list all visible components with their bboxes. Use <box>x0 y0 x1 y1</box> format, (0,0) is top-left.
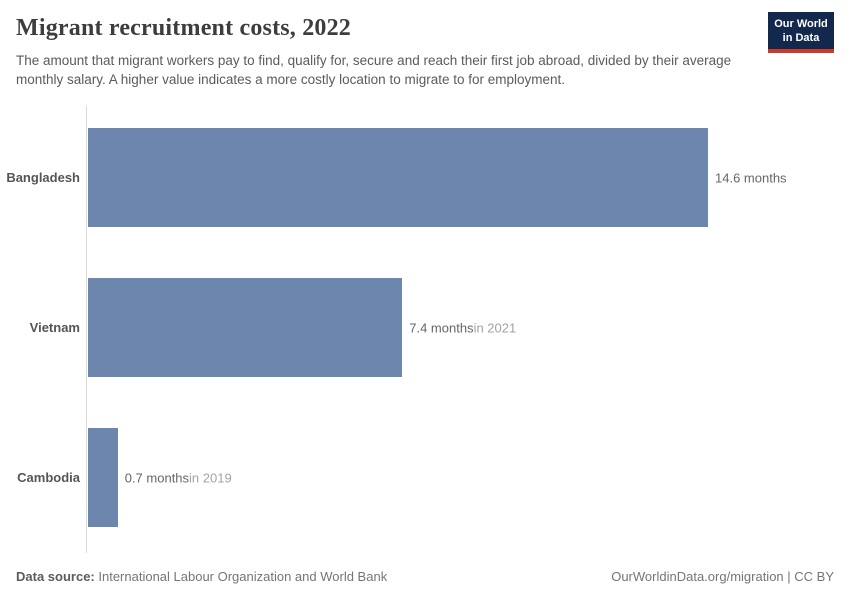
owid-logo[interactable]: Our World in Data <box>768 12 834 53</box>
chart-subtitle: The amount that migrant workers pay to f… <box>16 52 732 87</box>
y-axis-line <box>86 106 87 553</box>
year-note: in 2019 <box>189 470 232 485</box>
data-source-label: Data source: <box>16 569 95 584</box>
data-source-text: International Labour Organization and Wo… <box>94 569 388 584</box>
entity-label: Vietnam <box>29 319 80 335</box>
value-label: 14.6 months <box>715 170 787 185</box>
value-text: 14.6 months <box>715 170 787 185</box>
value-label: 7.4 monthsin 2021 <box>409 320 516 335</box>
owid-logo-stripe <box>768 49 834 53</box>
bar-cambodia[interactable] <box>88 428 118 527</box>
bar-vietnam[interactable] <box>88 278 403 377</box>
value-label: 0.7 monthsin 2019 <box>125 470 232 485</box>
chart-row: Vietnam 7.4 monthsin 2021 <box>0 278 850 377</box>
owid-logo-line2: in Data <box>782 32 820 44</box>
owid-logo-text: Our World in Data <box>768 12 834 49</box>
bar-bangladesh[interactable] <box>88 128 708 227</box>
entity-label: Cambodia <box>17 469 80 485</box>
data-source: Data source: International Labour Organi… <box>16 569 387 584</box>
footer: Data source: International Labour Organi… <box>16 569 834 584</box>
value-text: 7.4 months <box>409 320 474 335</box>
header: Migrant recruitment costs, 2022 The amou… <box>16 12 834 89</box>
chart-row: Cambodia 0.7 monthsin 2019 <box>0 428 850 527</box>
entity-label: Bangladesh <box>6 169 80 185</box>
credit-link[interactable]: OurWorldinData.org/migration | CC BY <box>611 569 834 584</box>
chart-row: Bangladesh 14.6 months <box>0 128 850 227</box>
value-text: 0.7 months <box>124 470 190 485</box>
year-note: in 2021 <box>473 320 517 335</box>
owid-logo-line1: Our World <box>774 18 828 30</box>
page-title: Migrant recruitment costs, 2022 <box>16 15 352 41</box>
